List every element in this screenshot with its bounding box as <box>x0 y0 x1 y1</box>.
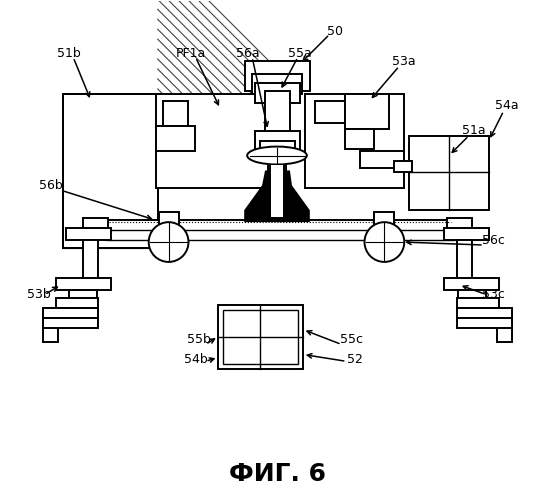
Bar <box>265 91 290 140</box>
Bar <box>409 136 489 210</box>
Bar <box>345 128 375 148</box>
Polygon shape <box>244 170 310 222</box>
Bar <box>56 298 98 308</box>
Bar <box>395 160 412 172</box>
Bar <box>66 228 111 240</box>
Text: 55c: 55c <box>340 333 363 346</box>
Bar <box>458 290 486 302</box>
Text: 53b: 53b <box>27 288 51 301</box>
Text: 56c: 56c <box>482 234 505 246</box>
Bar <box>444 278 499 290</box>
Text: ФИГ. 6: ФИГ. 6 <box>229 462 325 486</box>
Bar <box>159 212 179 234</box>
Text: 56b: 56b <box>39 179 63 192</box>
Bar <box>63 94 158 248</box>
Bar <box>360 150 404 168</box>
Text: 53a: 53a <box>392 54 416 68</box>
Text: 50: 50 <box>327 24 342 38</box>
Bar <box>457 240 472 280</box>
Text: 51b: 51b <box>57 46 81 60</box>
Text: 53c: 53c <box>482 288 505 301</box>
Bar <box>375 212 395 234</box>
Bar <box>223 310 298 364</box>
Bar <box>252 74 302 94</box>
Bar <box>156 126 195 150</box>
Bar <box>444 228 489 240</box>
Text: 51a: 51a <box>462 124 486 137</box>
Bar <box>305 94 404 188</box>
Bar <box>255 130 300 156</box>
Text: 56a: 56a <box>236 46 260 60</box>
Bar <box>56 278 111 290</box>
Bar <box>255 83 300 103</box>
Bar <box>447 218 472 240</box>
Bar <box>218 304 303 370</box>
Bar <box>315 101 345 122</box>
Text: PF1a: PF1a <box>175 46 205 60</box>
Text: 52: 52 <box>347 353 362 366</box>
Bar <box>457 298 499 308</box>
Circle shape <box>365 222 404 262</box>
Bar <box>83 218 108 240</box>
Bar <box>43 318 58 342</box>
Bar <box>83 240 98 280</box>
Bar <box>69 290 97 302</box>
Text: 54b: 54b <box>184 353 208 366</box>
Text: 55a: 55a <box>288 46 312 60</box>
Bar <box>106 220 454 240</box>
Bar <box>268 166 286 220</box>
Bar <box>260 140 295 158</box>
Bar <box>43 318 98 328</box>
Bar <box>163 101 188 126</box>
Bar <box>156 94 270 188</box>
Bar <box>457 318 512 328</box>
Circle shape <box>149 222 189 262</box>
Bar <box>345 94 390 128</box>
Bar <box>497 318 512 342</box>
Bar <box>63 94 158 248</box>
Bar <box>106 230 454 240</box>
Ellipse shape <box>247 146 307 164</box>
Text: 55b: 55b <box>186 333 210 346</box>
Bar <box>43 308 98 318</box>
Bar <box>270 166 284 217</box>
Bar <box>245 61 310 91</box>
Bar <box>63 94 158 248</box>
Text: 54a: 54a <box>495 100 518 112</box>
Bar <box>457 308 512 318</box>
